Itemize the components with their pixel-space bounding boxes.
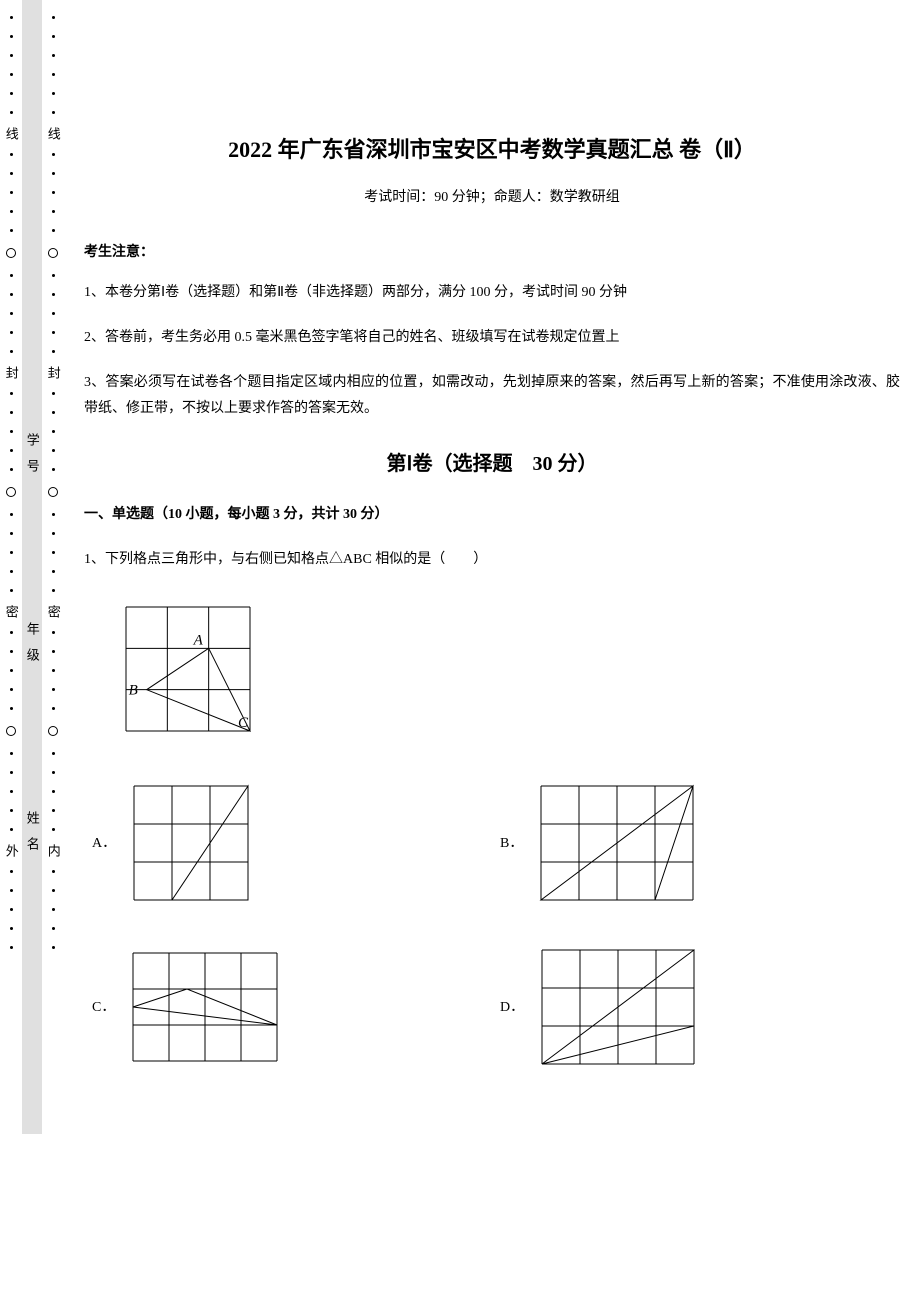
choice-c: C． [84, 940, 492, 1074]
page-title: 2022 年广东省深圳市宝安区中考数学真题汇总 卷（Ⅱ） [84, 130, 900, 170]
choice-a-svg [124, 776, 258, 910]
svg-text:C: C [238, 715, 249, 731]
choice-d-label: D． [492, 995, 524, 1020]
outer-label-wai: 外 [0, 844, 23, 857]
notice-title: 考生注意： [84, 240, 900, 265]
choice-d: D． [492, 940, 900, 1074]
choice-c-svg [123, 943, 287, 1071]
inner-label-xian: 线 [41, 127, 64, 140]
reference-figure: A B C [116, 597, 900, 741]
gray-label-xingming: 姓 名 [20, 811, 43, 850]
notice-1: 1、本卷分第Ⅰ卷（选择题）和第Ⅱ卷（非选择题）两部分，满分 100 分，考试时间… [84, 280, 900, 305]
gray-label-xuehao: 学 号 [20, 433, 43, 472]
choice-d-svg [532, 940, 704, 1074]
inner-label-nei: 内 [41, 844, 64, 857]
outer-label-mi: 密 [0, 605, 23, 618]
gray-label-nianji: 年 级 [20, 622, 43, 661]
svg-text:A: A [193, 632, 204, 648]
choice-c-label: C． [84, 995, 115, 1020]
svg-text:B: B [129, 683, 138, 699]
choice-a-label: A． [84, 831, 116, 856]
notice-3: 3、答案必须写在试卷各个题目指定区域内相应的位置，如需改动，先划掉原来的答案，然… [84, 370, 900, 420]
question-1-text: 1、下列格点三角形中，与右侧已知格点△ABC 相似的是（ ） [84, 547, 900, 572]
document-content: 2022 年广东省深圳市宝安区中考数学真题汇总 卷（Ⅱ） 考试时间：90 分钟；… [64, 0, 920, 1134]
inner-label-mi: 密 [41, 605, 64, 618]
outer-label-xian: 线 [0, 127, 23, 140]
notice-2: 2、答卷前，考生务必用 0.5 毫米黑色签字笔将自己的姓名、班级填写在试卷规定位… [84, 325, 900, 350]
choice-b-svg [531, 776, 703, 910]
choice-b-label: B． [492, 831, 523, 856]
outer-label-feng: 封 [0, 366, 23, 379]
section-title: 第Ⅰ卷（选择题 30 分） [84, 446, 900, 482]
outer-margin-column: 线 封 密 外 [0, 0, 22, 1134]
subsection-title: 一、单选题（10 小题，每小题 3 分，共计 30 分） [84, 502, 900, 527]
choice-b: B． [492, 776, 900, 910]
reference-triangle-svg: A B C [116, 597, 260, 741]
gray-margin-column: 学 号 年 级 姓 名 [22, 0, 42, 1134]
page-subtitle: 考试时间：90 分钟；命题人：数学教研组 [84, 185, 900, 210]
inner-label-feng: 封 [41, 366, 64, 379]
choice-a: A． [84, 776, 492, 910]
inner-margin-column: 线 封 密 内 [42, 0, 64, 1134]
